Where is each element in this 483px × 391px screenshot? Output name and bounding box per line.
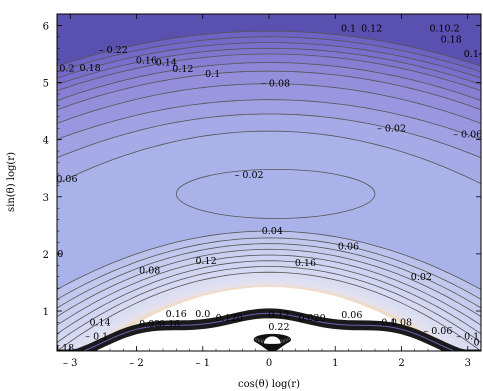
contour-label: – 0.1 <box>456 332 479 343</box>
contour-label: 0.06 <box>338 242 359 253</box>
y-tick-label: 3 <box>43 193 49 204</box>
contour-label: 0.14 <box>156 58 177 69</box>
upper-contour-line <box>57 99 481 140</box>
contour-label: 0.22 <box>268 322 289 333</box>
lower-contour-line <box>57 243 481 309</box>
contour-label: 0.02 <box>139 319 160 330</box>
x-tick-label: 0 <box>266 358 272 369</box>
contour-label: 0 <box>57 249 63 260</box>
contour-label: 0.02 <box>411 272 432 283</box>
contour-label: 0.14 <box>464 49 483 60</box>
contour-label: 0.04 <box>262 226 283 237</box>
contour-label: – 0.06 <box>423 326 452 337</box>
y-tick-label: 4 <box>43 136 49 147</box>
dense-contour-band <box>57 308 481 351</box>
contour-label: – 0.22 <box>99 45 128 56</box>
contour-label: 0.12 <box>361 23 382 34</box>
contour-label: 0.10.2 <box>429 23 459 34</box>
contour-label: 0.06 <box>56 174 77 185</box>
y-tick-label: 2 <box>43 250 49 261</box>
upper-contour-line <box>57 42 481 79</box>
y-tick-label: 5 <box>43 79 49 90</box>
contour-label: 0.1 <box>205 69 220 80</box>
contour-label: 0.1 <box>473 338 483 349</box>
contour-label: 0.120 <box>216 313 243 324</box>
x-tick-label: – 2 <box>129 358 144 369</box>
lower-contour-line <box>57 254 481 326</box>
contour-label: 0.12 <box>268 310 289 321</box>
contour-label: 0.16 <box>136 55 157 66</box>
contour-label: 0.2 <box>59 64 74 75</box>
x-tick-label: – 1 <box>195 358 210 369</box>
contour-label: – 0.02 <box>377 124 406 135</box>
central-contour <box>175 168 376 219</box>
contour-label: 0.14 <box>89 317 110 328</box>
lower-contour-line <box>57 260 481 335</box>
upper-contour-line <box>57 70 481 111</box>
contour-label: 0.16 <box>159 319 180 330</box>
contour-label: 0.020 <box>298 313 325 324</box>
y-tick-label: 1 <box>43 307 49 318</box>
upper-contour-line <box>57 30 481 67</box>
x-tick-label: – 3 <box>63 358 78 369</box>
contour-label-layer: – 0.220.2 0.180.160.140.12 0.1– 0.08– 0.06… <box>53 23 483 354</box>
lower-contour-line <box>57 248 481 317</box>
contour-label: – 0.1 <box>373 317 396 328</box>
contour-label: 0.12 <box>195 256 216 267</box>
contour-label: 0.06 <box>341 310 362 321</box>
contour-label: – 0.02 <box>235 170 264 181</box>
contour-label: 0.12 <box>172 64 193 75</box>
upper-contour-line <box>57 62 481 101</box>
axis-ticks: – 3 – 2 – 1 0 1 2 3 1 2 3 4 5 6 <box>43 14 481 369</box>
upper-contour-line <box>57 83 481 124</box>
lower-white-region <box>57 287 481 351</box>
contour-label: 0.1 <box>341 23 356 34</box>
contour-label: 0.16 <box>166 309 187 320</box>
contour-label: – 0.06 <box>453 130 482 141</box>
upper-contour-line <box>57 130 481 185</box>
dense-contour-band <box>57 315 481 351</box>
upper-contour-line <box>57 53 481 92</box>
upper-contour-line <box>57 47 481 85</box>
x-tick-label: 2 <box>398 358 404 369</box>
upper-contour-line <box>57 36 481 73</box>
x-axis-label: cos(θ) log(r) <box>238 379 300 390</box>
x-tick-label: 3 <box>465 358 471 369</box>
contour-label: – 0.08 <box>261 79 290 90</box>
contour-label: – 0.1 <box>85 332 108 343</box>
y-axis-label: sin(θ) log(r) <box>6 152 17 212</box>
contour-label: 0.18 <box>53 343 74 354</box>
contour-label: 0.0 <box>195 309 210 320</box>
dense-contour-band <box>57 310 481 351</box>
x-tick-label: 1 <box>332 358 338 369</box>
y-tick-label: 6 <box>43 21 49 32</box>
lower-contour-line <box>57 230 481 290</box>
dense-contour-band <box>57 312 481 351</box>
contour-label: 0.18 <box>441 35 462 46</box>
lower-contour-line <box>57 271 481 351</box>
contour-layer <box>57 14 481 351</box>
contour-label: 0.18 <box>80 63 101 74</box>
contour-label: 0.08 <box>139 266 160 277</box>
lower-contour-line <box>57 266 481 343</box>
lower-contour-line <box>57 237 481 300</box>
dense-contour-band-core <box>57 312 481 351</box>
upper-contour-line <box>57 113 481 159</box>
contour-label: 0.08 <box>391 317 412 328</box>
contour-label: 0.16 <box>295 258 316 269</box>
